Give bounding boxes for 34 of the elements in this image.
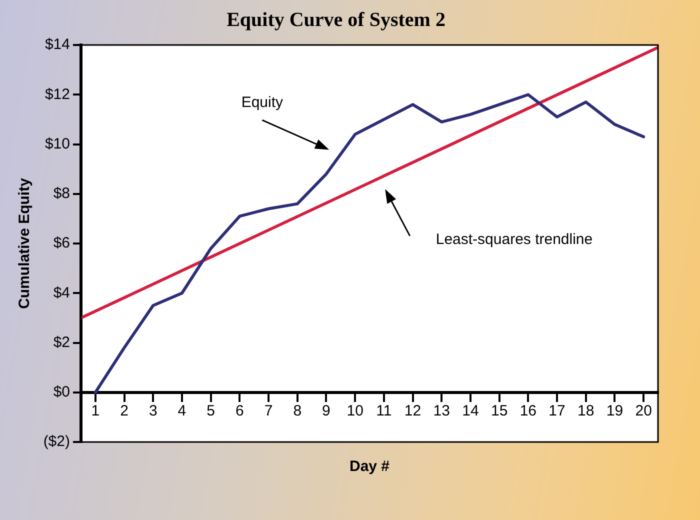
x-tick-label: 4 (178, 402, 186, 420)
x-tick-label: 15 (490, 402, 508, 420)
y-tick-label: $0 (53, 384, 70, 401)
x-tick-label: 2 (120, 402, 128, 420)
y-tick-label: $14 (44, 36, 70, 54)
y-tick-label: $8 (53, 185, 70, 202)
x-tick-label: 7 (264, 402, 273, 420)
x-tick-label: 12 (404, 402, 422, 420)
y-tick-label: ($2) (43, 433, 70, 450)
x-tick-label: 20 (635, 402, 652, 420)
chart-title: Equity Curve of System 2 (226, 9, 446, 32)
y-axis-title: Cumulative Equity (16, 177, 34, 309)
y-tick-label: $4 (53, 284, 70, 302)
x-tick-label: 14 (462, 402, 479, 420)
x-tick-label: 8 (293, 402, 302, 420)
x-tick-label: 3 (148, 402, 158, 420)
x-tick-label: 13 (433, 402, 450, 420)
y-tick-label: $2 (53, 334, 70, 351)
annotation: Equity (241, 94, 284, 112)
y-tick-label: $6 (53, 234, 70, 252)
x-tick-label: 19 (606, 402, 624, 420)
x-tick-label: 18 (578, 402, 594, 420)
x-tick-label: 9 (322, 402, 330, 420)
x-tick-label: 16 (520, 402, 537, 420)
x-tick-label: 11 (376, 402, 392, 420)
x-tick-label: 6 (236, 402, 244, 420)
x-tick-label: 5 (206, 402, 215, 420)
annotation: Least-squares trendline (436, 231, 593, 248)
y-tick-label: $10 (44, 135, 70, 152)
x-axis-title: Day # (349, 458, 390, 476)
x-tick-label: 17 (548, 402, 566, 420)
y-tick-label: $12 (44, 86, 70, 103)
x-tick-label: 1 (91, 402, 100, 420)
x-tick-label: 10 (346, 402, 364, 420)
